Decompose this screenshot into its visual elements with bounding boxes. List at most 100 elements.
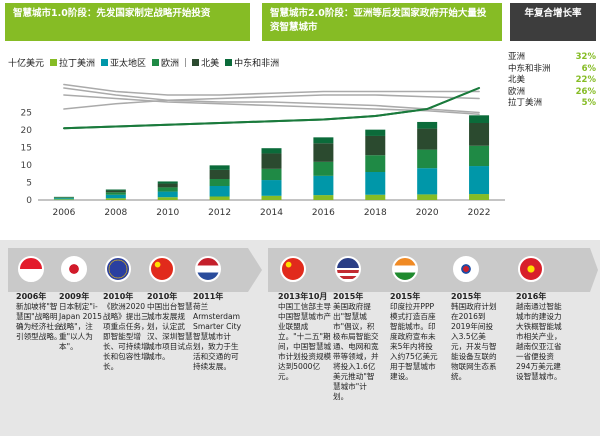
bar-segment-中东和非洲-2020 — [417, 121, 438, 129]
phase1-header: 智慧城市1.0阶段：先发国家制定战略开始投资 — [5, 3, 250, 41]
event-year: 2015年 — [333, 292, 364, 301]
bar-segment-欧洲-2008 — [105, 192, 126, 195]
bar-segment-中东和非洲-2022 — [469, 115, 490, 123]
bar-segment-欧洲-2022 — [469, 145, 490, 167]
bar-segment-亚太地区-2008 — [105, 194, 126, 199]
market-chart: 0 5 10 15 20 25 2006 2008 2010 2012 2014 2016 2018 20… — [21, 83, 505, 218]
legend-label: 北美 — [201, 59, 220, 69]
timeline-event: 2015年 美国政府提出"智慧城市"倡议，积极布局智能交通、电网和宽带等领域，并将… — [333, 292, 381, 402]
phase2-header: 智慧城市2.0阶段：亚洲等后发国家政府开始大量投资智慧城市 — [262, 3, 502, 41]
timeline-event: 2010年 中国出台智慧城市发展规划，认定武汉、深圳智慧城市项目试点城市。 — [147, 292, 195, 362]
event-year: 2010年 — [147, 292, 178, 301]
legend-item-apac: 亚太地区 — [101, 56, 146, 69]
flag-korea-icon — [453, 256, 479, 282]
event-year: 2010年 — [103, 292, 134, 301]
bar-segment-拉丁美洲-2022 — [469, 194, 490, 200]
bar-segment-亚太地区-2016 — [313, 175, 334, 196]
bar-segment-欧洲-2018 — [365, 155, 386, 172]
bar-segment-北美-2008 — [105, 190, 126, 193]
event-text: 荷兰Armsterdam Smarter City智慧城市计划，致力于生活和交通… — [193, 302, 242, 371]
bar-segment-欧洲-2010 — [157, 187, 178, 192]
bar-segment-亚太地区-2022 — [469, 166, 490, 195]
legend-item-europe: 欧洲 — [152, 56, 179, 69]
event-text: 中国出台智慧城市发展规划，认定武汉、深圳智慧城市项目试点城市。 — [147, 302, 193, 361]
bar-segment-中东和非洲-2014 — [261, 148, 282, 154]
bar-segment-拉丁美洲-2014 — [261, 195, 282, 200]
cagr-header: 年复合增长率 — [510, 3, 596, 41]
growth-rate-list: 亚洲 32% 中东和非洲 6% 北美 22% 欧洲 26% 拉丁美洲 5% — [508, 52, 596, 110]
growth-line-拉丁美洲 — [63, 94, 480, 116]
timeline-event: 2009年 日本制定"i-Japan 2015战略"，注重"以人为本"。 — [59, 292, 107, 352]
x-tick-label: 2006 — [52, 208, 75, 218]
bar-segment-拉丁美洲-2006 — [53, 199, 74, 200]
flag-netherlands-icon — [195, 256, 221, 282]
bar-segment-欧洲-2020 — [417, 149, 438, 169]
bar-segment-中东和非洲-2016 — [313, 137, 334, 144]
event-year: 2015年 — [451, 292, 482, 301]
rate-value: 22% — [575, 75, 596, 86]
x-tick-label: 2018 — [364, 208, 387, 218]
legend-swatch — [152, 59, 160, 66]
event-year: 2015年 — [390, 292, 421, 301]
flag-india-icon — [392, 256, 418, 282]
event-year: 2013年10月 — [278, 292, 328, 301]
event-text: 美国政府提出"智慧城市"倡议，积极布局智能交通、电网和宽带等领域，并将投入1.6… — [333, 302, 379, 401]
y-tick-label: 20 — [21, 126, 33, 136]
bar-segment-亚太地区-2014 — [261, 180, 282, 196]
bar-segment-亚太地区-2006 — [53, 198, 74, 200]
event-year: 2006年 — [16, 292, 47, 301]
rate-row-mea: 中东和非洲 6% — [508, 64, 596, 76]
y-tick-label: 25 — [21, 109, 32, 119]
bar-segment-拉丁美洲-2016 — [313, 195, 334, 200]
bar-segment-中东和非洲-2008 — [105, 189, 126, 191]
timeline-event: 2006年 新加坡将"智慧国"战略明确为经济社会引领型战略。 — [16, 292, 64, 342]
rate-row-asia: 亚洲 32% — [508, 52, 596, 64]
flag-china-icon — [280, 256, 306, 282]
timeline-event: 2010年 《欧洲2020战略》提出三项重点任务，即智能型增长、可持续增长和包容性… — [103, 292, 151, 372]
legend-label: 中东和非洲 — [234, 59, 280, 69]
legend-divider — [185, 58, 187, 67]
bar-segment-拉丁美洲-2010 — [157, 197, 178, 200]
legend-item-na: 北美 — [192, 56, 219, 69]
event-text: 《欧洲2020战略》提出三项重点任务，即智能型增长、可持续增长和包容性增长。 — [103, 302, 149, 371]
bar-segment-亚太地区-2012 — [209, 186, 230, 197]
legend-label: 欧洲 — [161, 59, 180, 69]
y-tick-label: 0 — [26, 196, 32, 206]
bar-segment-中东和非洲-2010 — [157, 181, 178, 184]
timeline-event: 2015年 韩国政府计划在2016到2019年间投入3.5亿美元，开发与智能设备互… — [451, 292, 499, 382]
bar-segment-亚太地区-2020 — [417, 168, 438, 195]
rate-value: 6% — [581, 63, 596, 74]
x-tick-label: 2020 — [416, 208, 439, 218]
bar-segment-北美-2010 — [157, 183, 178, 188]
bar-segment-北美-2014 — [261, 153, 282, 169]
event-year: 2016年 — [516, 292, 547, 301]
event-text: 印度拉开PPP模式打造百座智能城市。印度政府宣布未来5年内将投入约75亿美元用于… — [390, 302, 438, 381]
flag-singapore-icon — [18, 256, 44, 282]
x-tick-label: 2010 — [156, 208, 179, 218]
rate-region: 亚洲 — [508, 52, 526, 62]
flag-vietnam-icon — [518, 256, 544, 282]
x-tick-label: 2012 — [208, 208, 231, 218]
legend-swatch — [101, 59, 109, 66]
legend-swatch — [192, 59, 200, 66]
phase1-arrow — [8, 248, 262, 292]
bar-segment-中东和非洲-2012 — [209, 165, 230, 170]
flag-eu-icon — [105, 256, 131, 282]
legend-item-mea: 中东和非洲 — [225, 56, 279, 69]
event-text: 韩国政府计划在2016到2019年间投入3.5亿美元，开发与智能设备互联的物联网… — [451, 302, 497, 381]
flag-usa-icon — [335, 256, 361, 282]
rate-row-europe: 欧洲 26% — [508, 87, 596, 99]
x-tick-label: 2008 — [104, 208, 127, 218]
bar-segment-拉丁美洲-2020 — [417, 194, 438, 200]
event-text: 日本制定"i-Japan 2015战略"，注重"以人为本"。 — [59, 302, 102, 351]
legend-swatch — [225, 59, 233, 66]
bar-segment-中东和非洲-2018 — [365, 129, 386, 136]
x-tick-label: 2014 — [260, 208, 283, 218]
event-text: 越南通过智能城市的建设力大铁概智能城市相关产业，越南仅亚江省一省便投资294万美… — [516, 302, 562, 381]
unit-label: 十亿美元 — [8, 59, 45, 69]
rate-region: 拉丁美洲 — [508, 98, 543, 109]
bar-segment-亚太地区-2018 — [365, 172, 386, 195]
legend-swatch — [50, 59, 58, 66]
event-year: 2009年 — [59, 292, 90, 301]
